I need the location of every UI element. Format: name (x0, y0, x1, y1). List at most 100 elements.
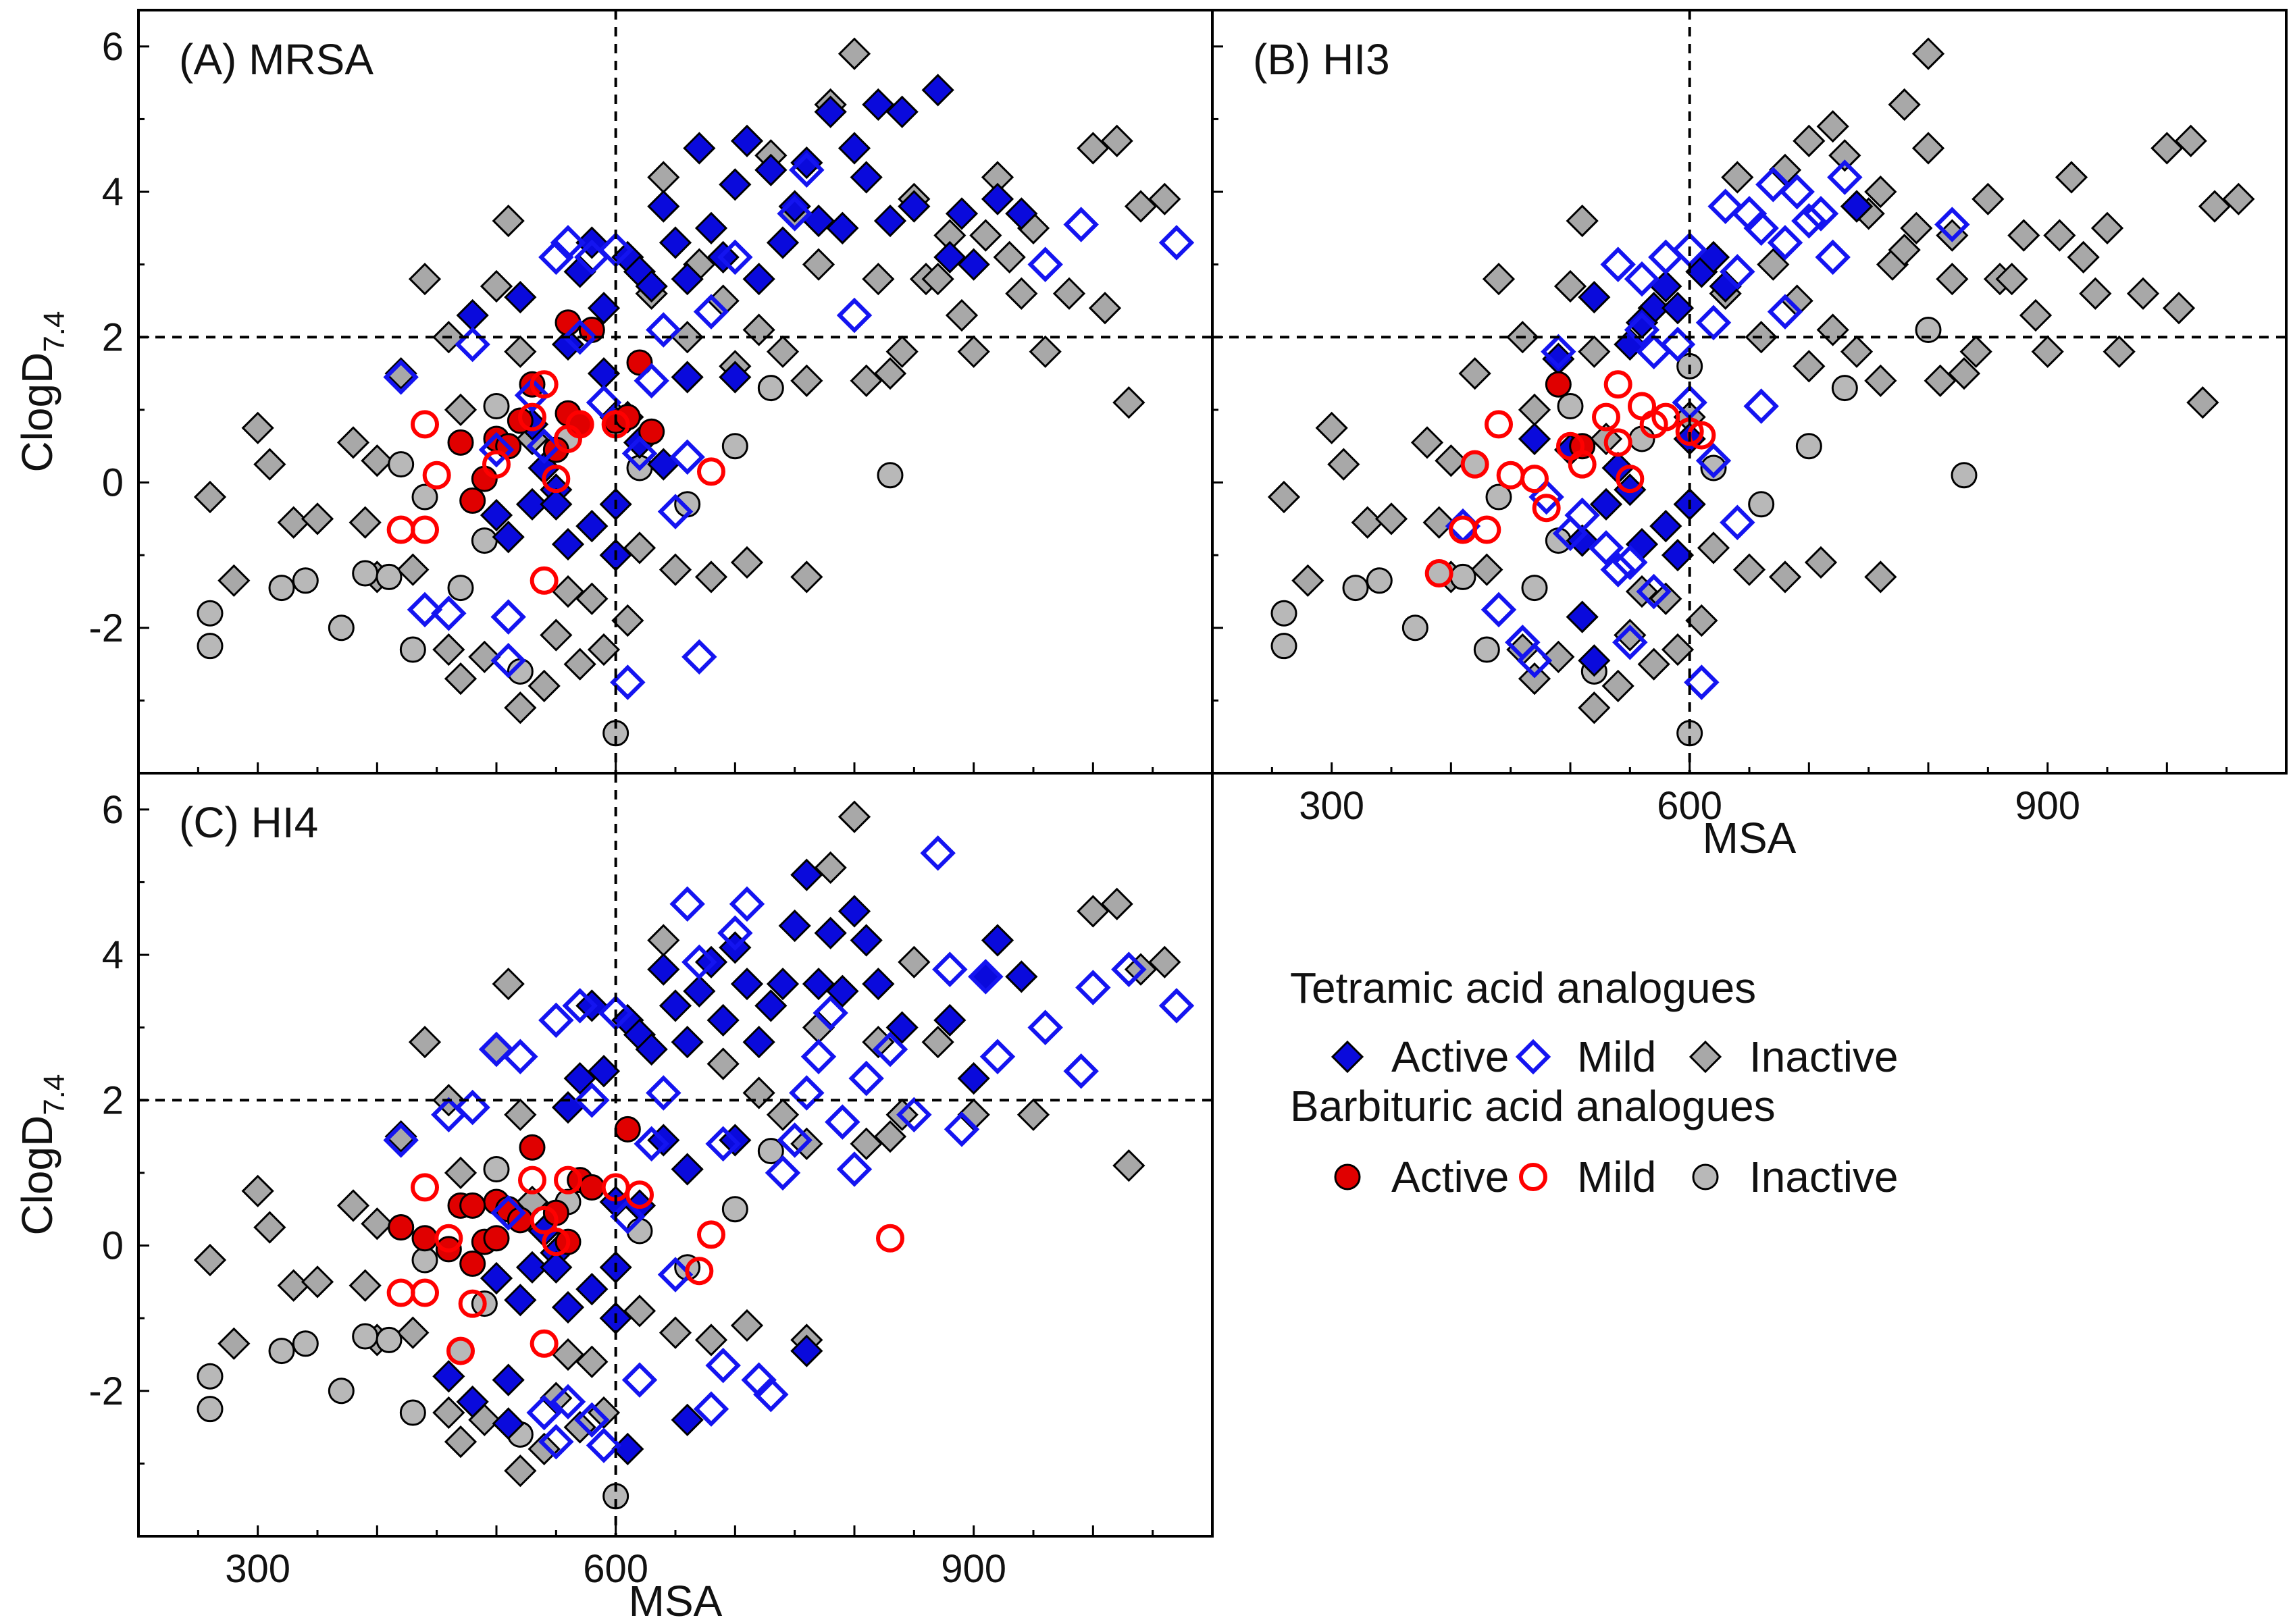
panel-b-point-mild-diamond (1755, 167, 1791, 203)
panel-b-points (1267, 37, 2255, 747)
panel-a-point-inactive-diamond (730, 546, 764, 579)
panel-b-point-mild-diamond (1720, 504, 1755, 540)
panel-c-point-inactive-diamond (551, 1338, 585, 1371)
panel-a-point-active-diamond (671, 263, 704, 296)
panel-a-point-mild-diamond (669, 439, 705, 475)
panel-a-point-active-diamond (706, 240, 740, 274)
panel-a-point-active-diamond (838, 132, 871, 165)
panel-b-point-inactive-circle (1449, 563, 1476, 590)
panel-b-point-inactive-diamond (1649, 582, 1682, 615)
panel-c-point-active-diamond (742, 1026, 775, 1059)
panel-a-point-inactive-circle (399, 636, 426, 663)
panel-a-point-inactive-diamond (957, 335, 990, 368)
panel-b-point-inactive-diamond (1637, 648, 1670, 681)
panel-a-point-mild-diamond (562, 319, 598, 355)
panel-a-point-active-diamond (647, 190, 680, 223)
panel-c-point-active-circle (411, 1225, 438, 1252)
panel-a-point-inactive-diamond (432, 633, 465, 666)
panel-c-y-tick-label: 0 (102, 1224, 124, 1268)
panel-c-point-mild-circle (530, 1205, 559, 1234)
panel-b-point-inactive-diamond (1947, 357, 1981, 390)
panel-a-y-tick-label: -2 (88, 606, 124, 650)
panel-c-point-inactive-diamond (563, 1411, 596, 1444)
panel-b-point-inactive-diamond (1601, 669, 1634, 702)
panel-b-point-inactive-diamond (1959, 335, 1992, 368)
panel-c-point-mild-diamond (944, 1111, 980, 1147)
panel-a-point-mild-diamond (777, 196, 813, 232)
panel-a-point-active-diamond (850, 161, 883, 194)
panel-a-points (193, 37, 1195, 747)
panel-c: (C) HI4 -2 0 2 4 6 ClogD7.4 300 600 900 MSA (13, 772, 1214, 1624)
panel-c-point-mild-diamond (574, 1402, 610, 1438)
panel-c-point-mild-diamond (478, 1031, 515, 1068)
panel-c-point-mild-diamond (825, 1104, 860, 1140)
panel-b-point-inactive-circle (1521, 575, 1548, 602)
panel-a-point-active-diamond (814, 95, 847, 128)
legend-row-tetramic: Active Mild Inactive (1331, 1032, 1899, 1081)
panel-b-point-inactive-diamond (1888, 234, 1921, 267)
panel-b-point-inactive-diamond (1410, 426, 1444, 459)
panel-c-point-inactive-diamond (575, 1345, 609, 1378)
panel-a-point-active-diamond (480, 498, 513, 532)
panel-c-point-mild-diamond (1027, 1010, 1063, 1045)
panel-c-point-inactive-circle (376, 1326, 403, 1353)
panel-a-point-active-diamond (933, 240, 967, 274)
panel-a-point-mild-diamond (407, 592, 443, 628)
panel-a-point-active-diamond (826, 211, 859, 244)
panel-a-point-inactive-circle (721, 433, 748, 460)
panel-a-point-inactive-diamond (1052, 277, 1086, 310)
panel-a-point-inactive-diamond (336, 426, 370, 459)
panel-b-point-inactive-diamond (1864, 175, 1897, 209)
panel-b-point-inactive-diamond (1685, 604, 1718, 637)
panel-b-point-inactive-diamond (2019, 298, 2053, 332)
panel-c-point-mild-diamond (634, 1126, 669, 1162)
panel-c-x-tick-label: 900 (941, 1547, 1006, 1591)
panel-c-point-mild-diamond (777, 1122, 813, 1158)
panel-b-point-inactive-diamond (1553, 269, 1587, 303)
panel-a-point-inactive-diamond (241, 411, 274, 444)
panel-a-point-mild-diamond (514, 377, 550, 413)
panel-c-point-inactive-diamond (504, 1455, 537, 1488)
panel-c-point-active-circle (459, 1250, 486, 1277)
panel-b-point-mild-diamond (1791, 203, 1827, 239)
panel-b-point-inactive-diamond (1327, 448, 1360, 481)
panel-a-point-inactive-diamond (838, 37, 871, 70)
panel-a-point-inactive-diamond (993, 240, 1026, 274)
panel-b-point-inactive-diamond (1518, 662, 1551, 696)
panel-c-point-inactive-diamond (336, 1189, 370, 1222)
panel-a-point-inactive-diamond (396, 553, 430, 586)
panel-a-point-inactive-diamond (623, 531, 656, 565)
panel-c-point-inactive-diamond (253, 1211, 286, 1244)
panel-c-point-mild-diamond (538, 1002, 574, 1039)
panel-c-point-inactive-diamond (898, 945, 931, 978)
panel-c-point-mild-diamond (813, 995, 848, 1031)
panel-c-point-active-diamond (778, 909, 811, 943)
panel-c-point-inactive-diamond (921, 1026, 954, 1059)
panel-c-point-active-diamond (933, 1003, 967, 1037)
panel-a-point-mild-diamond (383, 359, 419, 395)
panel-c-point-mild-diamond (1111, 951, 1147, 987)
panel-a-point-inactive-diamond (1112, 386, 1145, 419)
panel-b-point-inactive-diamond (2174, 124, 2207, 157)
panel-b-point-inactive-diamond (1422, 506, 1455, 539)
legend-entry-label: Mild (1577, 1032, 1656, 1081)
panel-c-point-inactive-diamond (444, 1425, 478, 1459)
panel-a-point-active-diamond (683, 132, 716, 165)
panel-a-point-mild-diamond (621, 436, 658, 471)
panel-a-point-inactive-diamond (802, 248, 835, 281)
panel-b-point-mild-diamond (1541, 334, 1576, 370)
panel-b-point-mild-diamond (1612, 625, 1648, 660)
panel-a-point-inactive-diamond (504, 691, 537, 725)
panel-a-y-tick-label: 0 (102, 461, 124, 505)
panel-a-point-inactive-diamond (790, 560, 823, 594)
panel-c-label: (C) HI4 (179, 798, 318, 847)
panel-a-point-active-diamond (885, 95, 919, 128)
panel-b-point-inactive-circle (1831, 375, 1858, 402)
panel-b-point-inactive-diamond (2079, 277, 2112, 310)
legend-marker-diamond-inactive (1689, 1040, 1722, 1074)
panel-b-point-inactive-diamond (2090, 211, 2124, 244)
panel-c-point-inactive-diamond (408, 1026, 442, 1059)
panel-c-x-axis-title: MSA (629, 1577, 723, 1624)
panel-c-point-inactive-diamond (396, 1316, 430, 1349)
panel-c-point-active-circle (519, 1134, 546, 1161)
